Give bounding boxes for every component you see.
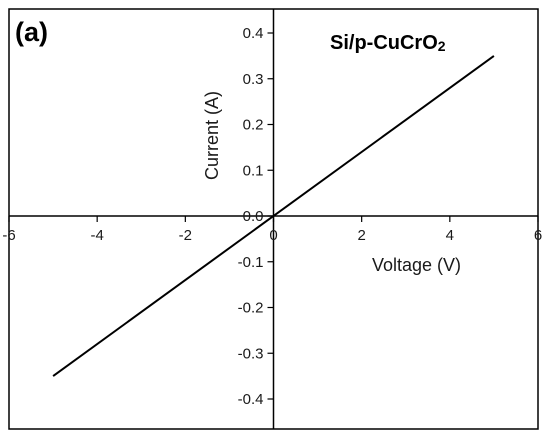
y-tick-label: -0.2 — [238, 300, 264, 317]
y-tick-label: -0.4 — [238, 391, 264, 408]
series-layer — [52, 55, 495, 377]
x-tick-label: 6 — [534, 227, 542, 244]
chart-title-main: Si/p-CuCrO — [330, 32, 438, 54]
x-tick-label: 4 — [446, 227, 454, 244]
y-tick-label: -0.3 — [238, 345, 264, 362]
x-tick-label: -6 — [2, 227, 15, 244]
chart-title-subscript: 2 — [438, 38, 446, 54]
y-tick-label: 0.3 — [243, 71, 264, 88]
x-axis-label: Voltage (V) — [372, 255, 461, 275]
y-tick-label: 0.0 — [243, 208, 264, 225]
y-tick-label: 0.2 — [243, 117, 264, 134]
y-tick-label: 0.1 — [243, 162, 264, 179]
x-tick-label: 0 — [269, 227, 277, 244]
y-tick-label: 0.4 — [243, 25, 264, 42]
y-tick-label: -0.1 — [238, 254, 264, 271]
chart-title: Si/p-CuCrO2 — [330, 32, 446, 54]
x-tick-label: -4 — [90, 227, 103, 244]
x-tick-label: -2 — [179, 227, 192, 244]
x-tick-label: 2 — [357, 227, 365, 244]
ticks: -6 -4 -2 0 2 4 6 -0.4 -0.3 -0.2 -0.1 0.0 0.1 0.2 0.3 0.… — [2, 25, 542, 408]
y-axis-label: Current (A) — [202, 91, 222, 180]
panel-label: (a) — [15, 17, 48, 47]
series-line-0 — [52, 55, 495, 377]
